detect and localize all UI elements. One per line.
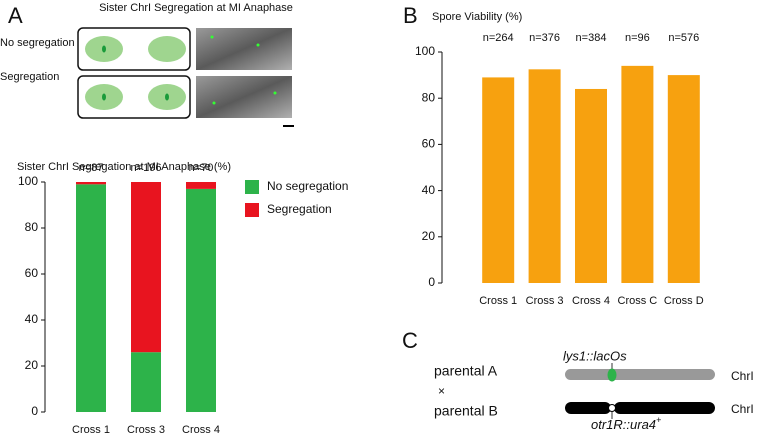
x-tick-label: Cross C (618, 295, 658, 307)
parental-label: parental A (434, 363, 498, 379)
legend-label: Segregation (267, 202, 332, 216)
legend-swatch (245, 203, 259, 217)
y-tick-label: 40 (422, 183, 436, 197)
chart-title: Sister ChrI Segregation at MI Anaphase (… (17, 161, 231, 173)
bar (621, 65, 654, 283)
y-tick-label: 0 (31, 404, 38, 418)
chromosome-label: ChrI (731, 402, 754, 416)
bar-segment (186, 182, 216, 189)
bar (528, 69, 561, 283)
bar (575, 88, 607, 284)
x-tick-label: Cross 4 (572, 295, 610, 307)
y-tick-label: 80 (422, 90, 436, 104)
bar (667, 75, 700, 283)
x-tick-label: Cross 3 (526, 295, 564, 307)
y-tick-label: 100 (415, 44, 435, 58)
panel-label: B (403, 3, 418, 28)
annotation: n=376 (529, 32, 560, 44)
cross-symbol: × (438, 384, 445, 398)
annotation: n=96 (625, 32, 650, 44)
y-tick-label: 0 (428, 275, 435, 289)
x-tick-label: Cross 1 (479, 295, 517, 307)
chart-title: Spore Viability (%) (432, 11, 522, 23)
annotation: n=576 (668, 32, 699, 44)
bar-segment (76, 184, 106, 412)
bar-segment (76, 182, 106, 185)
y-tick-label: 60 (25, 266, 39, 280)
x-tick-label: Cross D (664, 295, 704, 307)
annotation: n=87 (79, 162, 104, 174)
y-tick-label: 20 (25, 358, 39, 372)
y-tick-label: 60 (422, 137, 436, 151)
locus-label: lys1::lacOs (563, 348, 627, 363)
schematic-cells (77, 27, 191, 119)
annotation: n=196 (131, 162, 162, 174)
bar-segment (186, 188, 216, 412)
schematic-title: Sister ChrI Segregation at MI Anaphase (99, 2, 293, 14)
row-label: No segregation (0, 37, 75, 49)
legend-label: No segregation (267, 179, 348, 193)
annotation: n=70 (189, 162, 214, 174)
legend-swatch (245, 180, 259, 194)
parental-label: parental B (434, 403, 498, 419)
y-tick-label: 20 (422, 229, 436, 243)
locus-label: otr1R::ura4+ (591, 415, 661, 432)
bar-segment (131, 182, 161, 353)
row-label: Segregation (0, 71, 59, 83)
panel-label: A (8, 3, 23, 28)
bar-segment (131, 352, 161, 412)
annotation: n=264 (483, 32, 514, 44)
panel-label: C (402, 328, 418, 353)
micrographs (196, 28, 294, 127)
y-tick-label: 100 (18, 174, 38, 188)
x-tick-label: Cross 1 (72, 424, 110, 434)
chromosome-diagram: parental A × parental B lys1::lacOs ChrI… (434, 348, 754, 432)
chromosome-label: ChrI (731, 369, 754, 383)
y-tick-label: 80 (25, 220, 39, 234)
annotation: n=384 (576, 32, 607, 44)
x-tick-label: Cross 3 (127, 424, 165, 434)
bar (482, 77, 515, 283)
y-tick-label: 40 (25, 312, 39, 326)
x-tick-label: Cross 4 (182, 424, 220, 434)
